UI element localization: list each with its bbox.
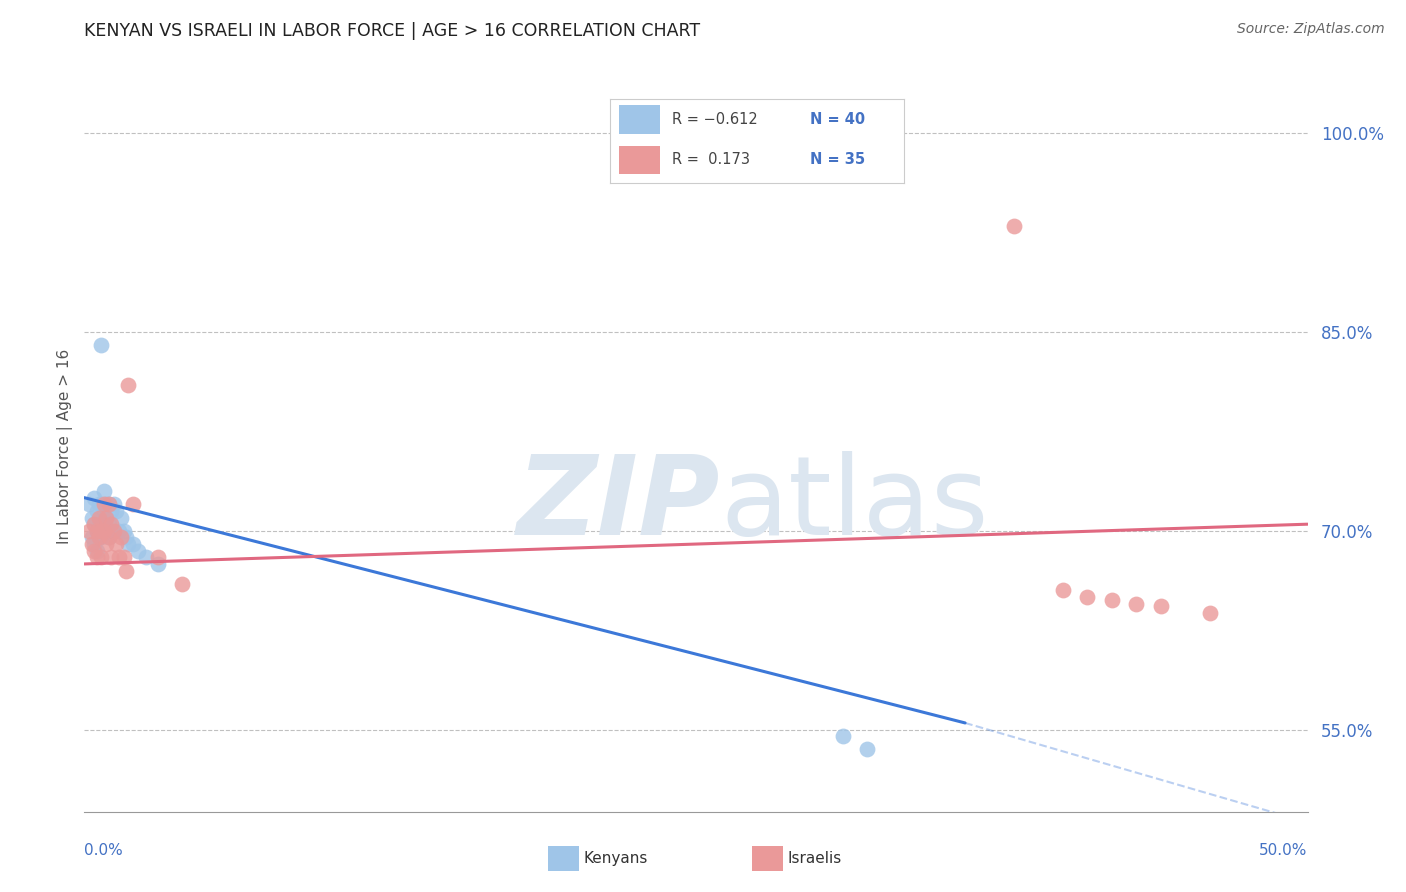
Text: 50.0%: 50.0% [1260,843,1308,858]
Point [86,550,108,565]
Point [105,537,128,551]
Point [122,537,145,551]
Point [80,537,103,551]
Text: Kenyans: Kenyans [583,851,648,865]
Point [77,497,100,511]
Point [96,537,118,551]
Point [83,491,105,505]
Point [1052,583,1074,598]
Point [90,550,112,565]
Text: ZIP: ZIP [517,451,720,558]
Point [146,557,169,571]
Point [146,550,169,565]
Point [87,497,110,511]
Point [107,524,129,538]
Point [107,550,129,565]
Point [112,524,135,538]
Point [87,531,110,545]
Point [93,484,115,499]
Point [83,517,105,532]
Point [1101,592,1123,607]
Text: KENYAN VS ISRAELI IN LABOR FORCE | AGE > 16 CORRELATION CHART: KENYAN VS ISRAELI IN LABOR FORCE | AGE >… [84,22,700,40]
Point [1076,590,1098,604]
Point [100,517,122,532]
Point [110,531,132,545]
Point [135,550,157,565]
Point [93,524,115,538]
Point [87,517,110,532]
Point [1198,606,1220,620]
Point [105,504,128,518]
Point [103,497,125,511]
Point [172,576,194,591]
Point [1150,599,1173,614]
Point [90,517,112,532]
Y-axis label: In Labor Force | Age > 16: In Labor Force | Age > 16 [58,349,73,543]
Point [122,497,145,511]
Point [1002,219,1025,233]
Point [77,524,100,538]
Text: atlas: atlas [720,451,988,558]
Point [97,497,120,511]
Point [90,531,112,545]
Point [83,537,105,551]
Point [103,524,125,538]
Point [86,524,108,538]
Point [97,531,120,545]
Point [86,543,108,558]
Point [87,510,110,524]
Point [93,497,115,511]
Text: Source: ZipAtlas.com: Source: ZipAtlas.com [1237,22,1385,37]
Point [856,742,879,756]
Point [90,524,112,538]
Point [96,510,118,524]
Point [96,510,118,524]
Point [90,497,112,511]
Point [86,504,108,518]
Point [1125,597,1147,611]
Point [127,543,149,558]
Point [115,564,138,578]
Point [97,531,120,545]
Point [93,504,115,518]
Point [103,524,125,538]
Point [93,524,115,538]
Point [97,517,120,532]
Point [117,537,139,551]
Point [112,550,135,565]
Point [831,729,853,743]
Text: 0.0%: 0.0% [84,843,124,858]
Point [87,531,110,545]
Point [80,531,103,545]
Point [83,543,105,558]
Point [97,497,120,511]
Point [83,517,105,532]
Text: Israelis: Israelis [787,851,842,865]
Point [80,510,103,524]
Point [90,338,112,352]
Point [100,550,122,565]
Point [100,524,122,538]
Point [117,378,139,392]
Point [110,510,132,524]
Point [86,524,108,538]
Point [100,504,122,518]
Point [115,531,138,545]
Point [96,497,118,511]
